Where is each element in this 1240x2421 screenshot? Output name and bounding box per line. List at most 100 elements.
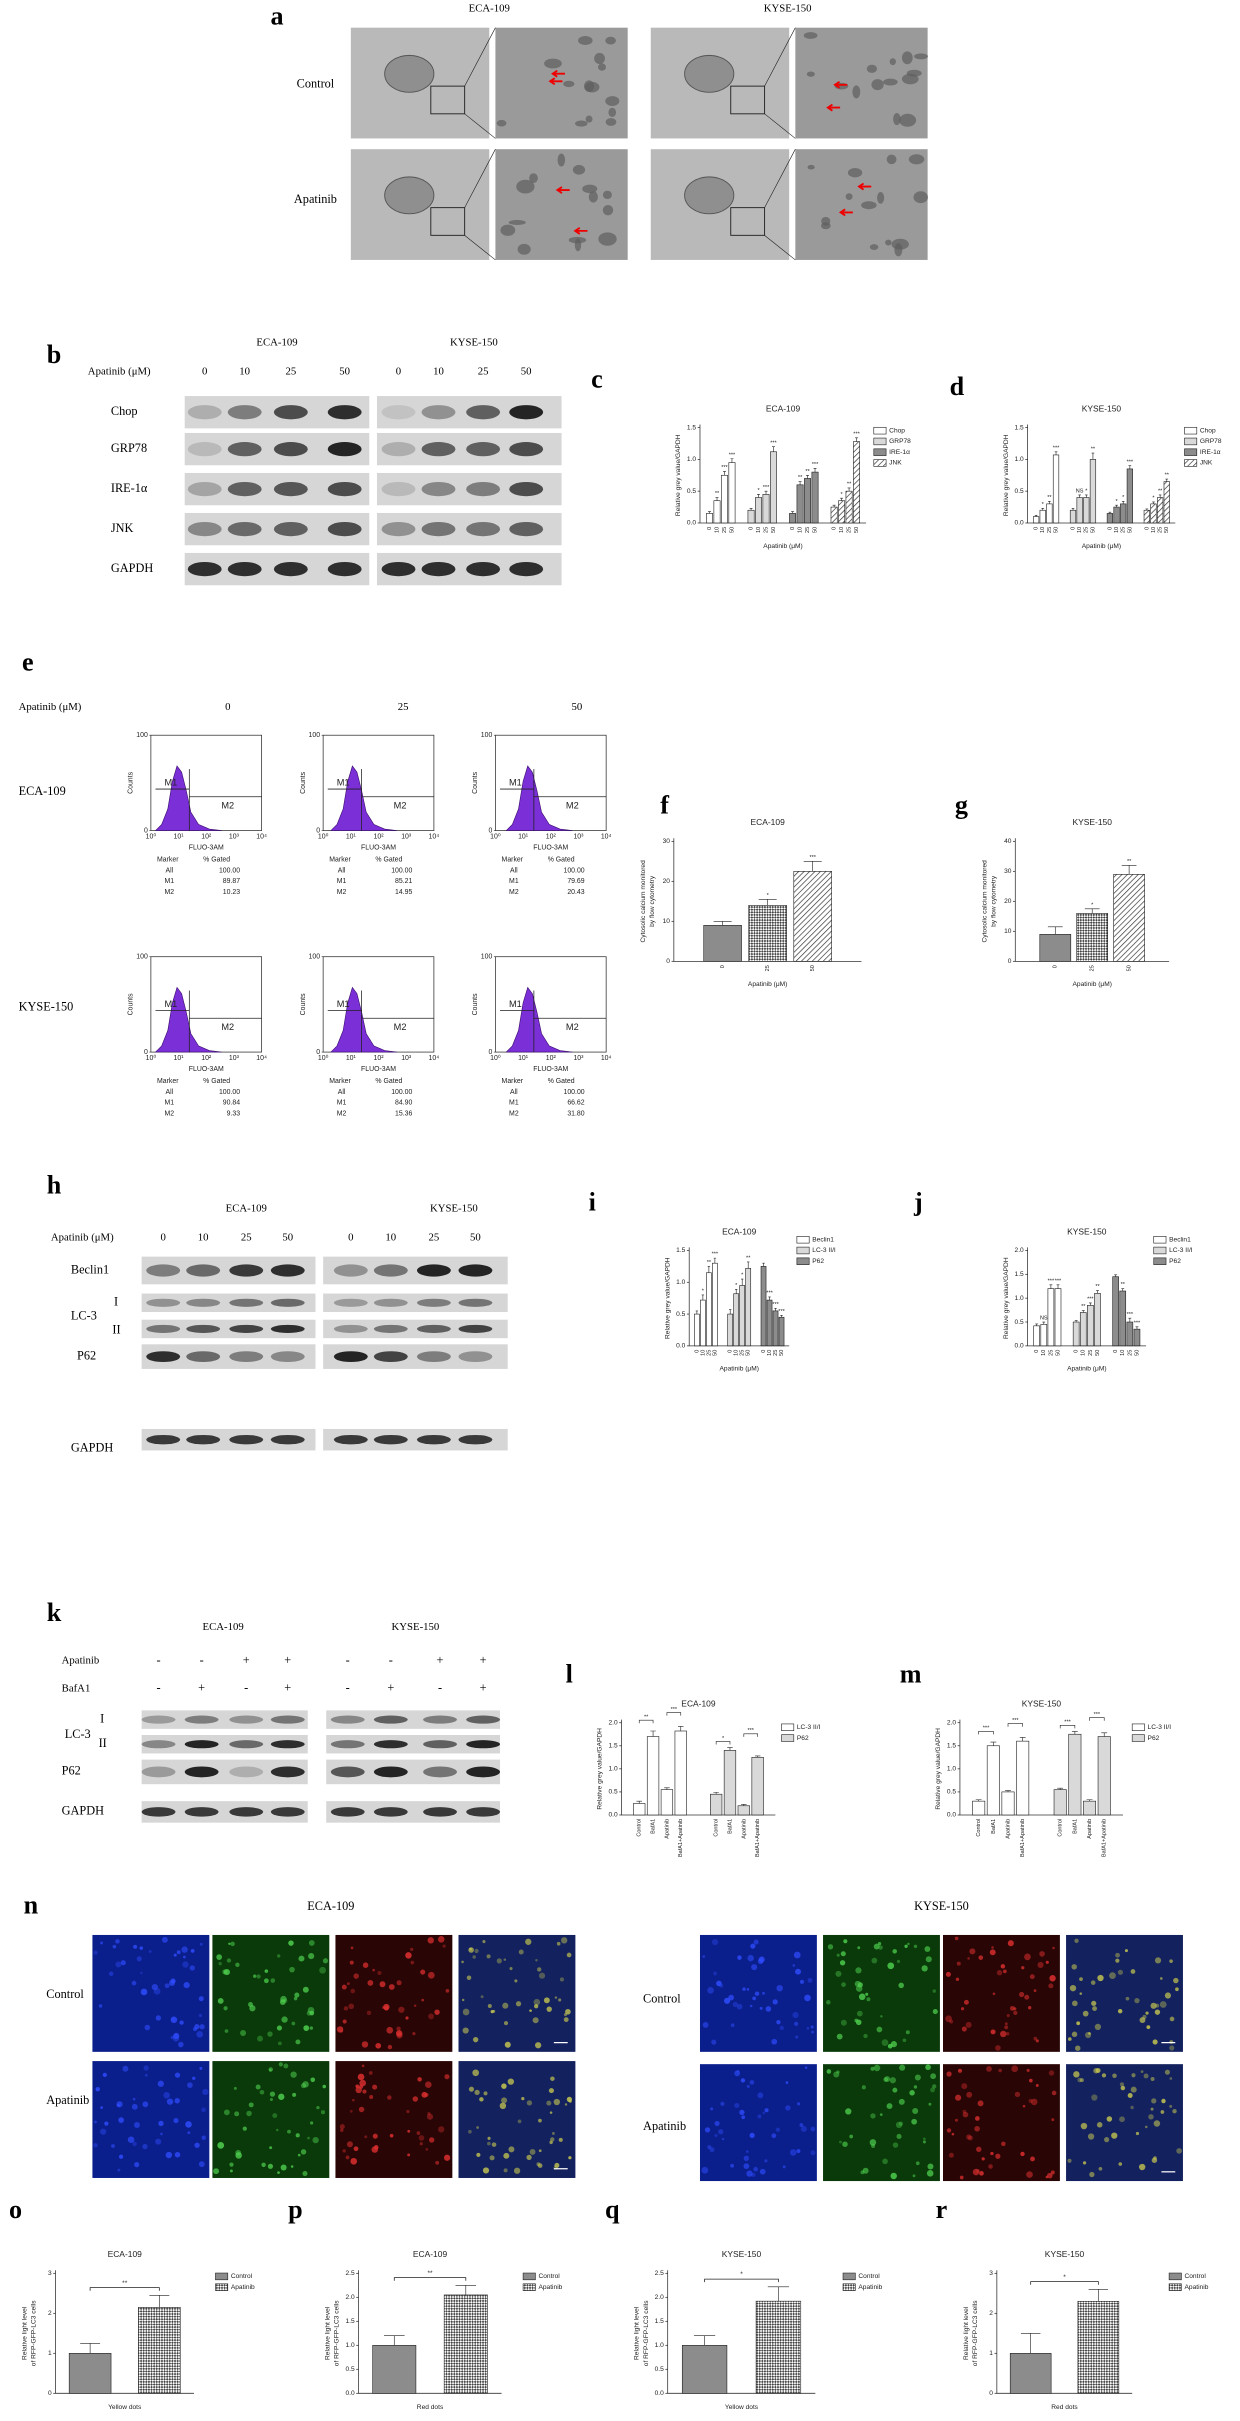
blot-band bbox=[373, 1324, 408, 1333]
organelle bbox=[845, 193, 853, 200]
cell-signal bbox=[890, 2172, 897, 2180]
axis-title: FLUO-3AM bbox=[189, 844, 224, 851]
blot-band bbox=[466, 561, 501, 577]
blot-band bbox=[509, 405, 544, 420]
cell-signal bbox=[800, 2125, 807, 2132]
cell-signal bbox=[979, 2171, 984, 2176]
bar bbox=[728, 462, 736, 524]
sign-label: - bbox=[389, 1653, 393, 1667]
x-tick-label: 25 bbox=[1158, 527, 1164, 533]
cell-signal bbox=[235, 1962, 240, 1968]
x-tick-label: 0 bbox=[1074, 1350, 1080, 1353]
y-tick-label: 0.0 bbox=[676, 1343, 686, 1350]
histogram bbox=[154, 765, 222, 831]
legend-swatch bbox=[1168, 2283, 1182, 2291]
significance-label: ** bbox=[847, 482, 852, 488]
cell-signal bbox=[350, 2157, 358, 2165]
x-tick-label: 50 bbox=[1090, 527, 1096, 533]
cell-signal bbox=[995, 2153, 1001, 2159]
x-axis-title: Apatinib (μM) bbox=[1082, 543, 1121, 550]
x-tick-label: Control bbox=[714, 1819, 720, 1837]
cell-signal bbox=[1091, 2094, 1098, 2101]
cell-signal bbox=[235, 2149, 242, 2156]
x-tick-label: 25 bbox=[722, 527, 728, 533]
error-bar bbox=[1086, 1799, 1093, 1802]
cell-signal bbox=[966, 2091, 973, 2098]
cell-signal bbox=[776, 1984, 783, 1992]
table-header: % Gated bbox=[548, 1078, 575, 1085]
cell-signal bbox=[396, 1980, 402, 1986]
cell-signal bbox=[898, 2121, 904, 2126]
cell-signal bbox=[858, 1993, 866, 2001]
cell-signal bbox=[911, 2118, 918, 2125]
organelle bbox=[575, 120, 588, 127]
organelle bbox=[608, 107, 617, 118]
cell-signal bbox=[501, 2097, 508, 2104]
bar bbox=[1113, 506, 1120, 524]
y-tick-label: 2.5 bbox=[345, 2270, 355, 2277]
cell-signal bbox=[1075, 2045, 1081, 2051]
cell-signal bbox=[704, 2127, 711, 2133]
legend-label: GRP78 bbox=[1200, 438, 1222, 445]
cell-signal bbox=[514, 1979, 518, 1983]
error-bar bbox=[1019, 1737, 1026, 1742]
blot-background bbox=[323, 1428, 508, 1451]
cell-signal bbox=[1092, 2006, 1098, 2012]
x-tick-label: BafA1+Apatinib bbox=[1020, 1819, 1026, 1857]
red-arrow bbox=[548, 77, 563, 86]
x-tick-label: 10² bbox=[546, 1055, 557, 1062]
axis-title: Counts bbox=[128, 993, 135, 1015]
error-bar bbox=[80, 2343, 101, 2354]
cell-signal bbox=[1039, 1951, 1045, 1957]
cell-signal bbox=[438, 2126, 445, 2133]
zoom-connector bbox=[464, 113, 496, 139]
blot-band bbox=[141, 1766, 176, 1778]
cell-signal bbox=[974, 2125, 980, 2132]
error-bar bbox=[747, 1261, 750, 1269]
blot-band bbox=[466, 1715, 501, 1724]
cell-signal bbox=[492, 2009, 496, 2013]
significance-label: *** bbox=[766, 1291, 773, 1297]
significance-label: *** bbox=[671, 1707, 678, 1713]
sign-label: + bbox=[284, 1653, 291, 1667]
histogram bbox=[505, 986, 573, 1053]
cell-signal bbox=[1080, 2122, 1088, 2130]
error-bar bbox=[764, 490, 768, 495]
table-row-label: M2 bbox=[509, 1110, 519, 1117]
cell-signal bbox=[753, 2166, 758, 2172]
error-bar bbox=[741, 1804, 747, 1806]
significance-bracket bbox=[978, 1730, 994, 1735]
cell-signal bbox=[1169, 2104, 1173, 2108]
x-tick-label: 10¹ bbox=[174, 1055, 185, 1062]
panel-label: m bbox=[900, 1660, 922, 1689]
blot-band bbox=[273, 442, 308, 457]
cell-signal bbox=[111, 2144, 115, 2148]
cell-signal bbox=[342, 2149, 346, 2153]
x-tick-label: 0 bbox=[761, 1350, 767, 1353]
blot-band bbox=[229, 1324, 264, 1333]
blot-band bbox=[509, 482, 544, 497]
cell-signal bbox=[369, 2095, 374, 2099]
y-tick-label: 10 bbox=[663, 918, 671, 925]
table-row-label: M1 bbox=[337, 1100, 347, 1107]
red-arrow bbox=[826, 103, 841, 112]
error-bar bbox=[1165, 478, 1169, 482]
significance-label: ** bbox=[427, 2270, 433, 2277]
blot-band bbox=[333, 1324, 368, 1333]
cell-signal bbox=[1138, 2163, 1146, 2171]
significance-label: *** bbox=[712, 1252, 719, 1258]
legend-label: P62 bbox=[797, 1735, 809, 1742]
cell-signal bbox=[472, 1955, 476, 1959]
cell-signal bbox=[751, 2172, 756, 2177]
x-tick-label: 50 bbox=[729, 527, 735, 533]
blot-band bbox=[333, 1351, 368, 1363]
cell-signal bbox=[779, 2025, 784, 2031]
cell-signal bbox=[526, 2154, 532, 2161]
cell-signal bbox=[743, 2163, 750, 2170]
dose-label: 25 bbox=[241, 1232, 252, 1244]
zoom-box bbox=[730, 85, 766, 115]
y-tick-label: 2 bbox=[48, 2310, 52, 2317]
fluorescence-image bbox=[1066, 1934, 1183, 2052]
cell-signal bbox=[173, 1953, 177, 1957]
bar bbox=[793, 871, 832, 962]
